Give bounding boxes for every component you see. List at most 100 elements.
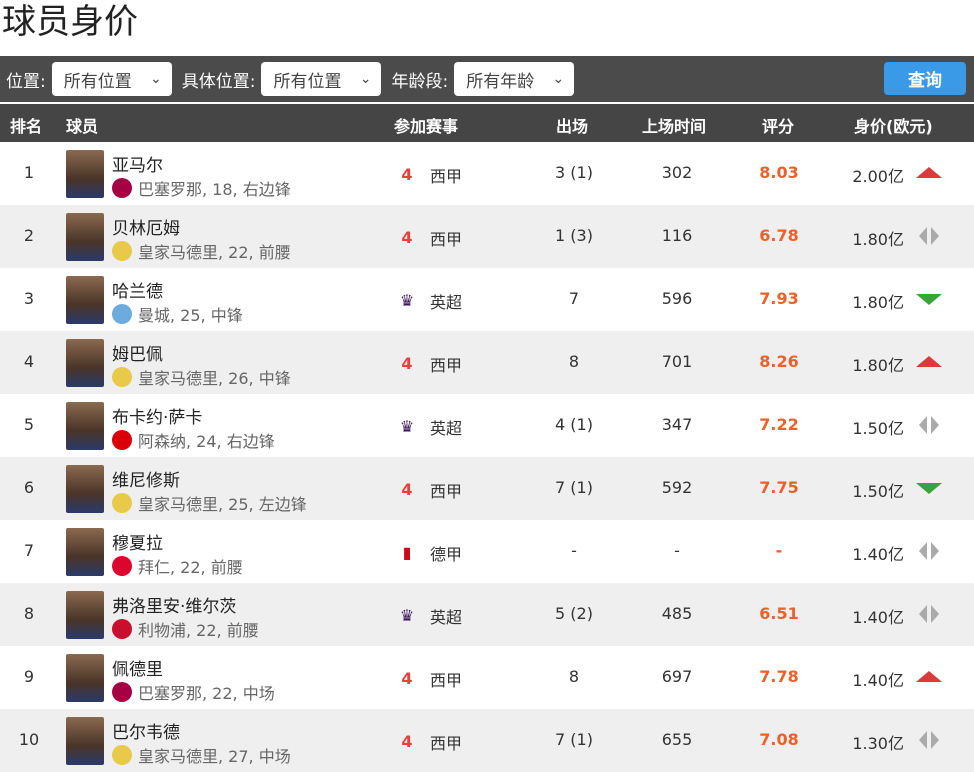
player-avatar[interactable]	[66, 528, 104, 576]
appearances: 1 (3)	[555, 226, 593, 245]
trend-down-icon	[916, 294, 942, 305]
player-avatar[interactable]	[66, 276, 104, 324]
appearances: 8	[568, 352, 580, 371]
league-name: 西甲	[430, 482, 463, 501]
chevron-down-icon: ⌄	[359, 71, 372, 87]
barcelona-badge-icon	[112, 178, 132, 198]
league-name: 西甲	[430, 230, 463, 249]
table-row[interactable]: 6 维尼修斯 皇家马德里, 25, 左边锋 4 西甲 7 (1) 592 7.7…	[0, 457, 974, 520]
club-info: 巴塞罗那, 18, 右边锋	[112, 176, 291, 200]
market-value: 1.80亿	[852, 356, 904, 375]
trend-flat-icon	[919, 416, 939, 434]
player-name[interactable]: 布卡约·萨卡	[112, 408, 203, 428]
trend-flat-icon	[919, 605, 939, 623]
search-button[interactable]: 查询	[884, 62, 966, 95]
detail-position-value: 所有位置	[273, 71, 342, 92]
league-name: 英超	[430, 293, 463, 312]
league-name: 西甲	[430, 356, 463, 375]
header-player[interactable]: 球员	[66, 117, 99, 136]
rating: 7.22	[759, 415, 799, 434]
premier-league-logo-icon: ♛	[399, 290, 415, 310]
minutes: 701	[661, 352, 693, 371]
club-text: 皇家马德里, 26, 中锋	[138, 369, 291, 388]
header-league[interactable]: 参加赛事	[394, 117, 459, 136]
rating: -	[775, 541, 783, 560]
minutes: 347	[661, 415, 693, 434]
table-row[interactable]: 3 哈兰德 曼城, 25, 中锋 ♛ 英超 7 596 7.93 1.80亿	[0, 268, 974, 331]
appearances: 8	[568, 667, 580, 686]
table-row[interactable]: 5 布卡约·萨卡 阿森纳, 24, 右边锋 ♛ 英超 4 (1) 347 7.2…	[0, 394, 974, 457]
club-info: 曼城, 25, 中锋	[112, 302, 243, 326]
minutes: 485	[661, 604, 693, 623]
rank: 3	[23, 289, 35, 308]
league-name: 英超	[430, 608, 463, 627]
arsenal-badge-icon	[112, 430, 132, 450]
bundesliga-logo-icon: ▮	[402, 542, 412, 562]
header-apps[interactable]: 出场	[556, 117, 589, 136]
minutes: 697	[661, 667, 693, 686]
rank: 8	[23, 604, 35, 623]
player-name[interactable]: 弗洛里安·维尔茨	[112, 597, 237, 617]
detail-position-label: 具体位置:	[181, 71, 256, 92]
rating: 7.75	[759, 478, 799, 497]
club-text: 巴塞罗那, 22, 中场	[138, 684, 275, 703]
player-avatar[interactable]	[66, 465, 104, 513]
laliga-logo-icon: 4	[401, 668, 413, 688]
minutes: -	[674, 541, 680, 560]
trend-up-icon	[916, 671, 942, 682]
trend-flat-icon	[919, 731, 939, 749]
club-text: 利物浦, 22, 前腰	[138, 621, 259, 640]
player-name[interactable]: 维尼修斯	[112, 471, 180, 491]
player-avatar[interactable]	[66, 654, 104, 702]
appearances: -	[571, 541, 577, 560]
league-name: 英超	[430, 419, 463, 438]
table-row[interactable]: 1 亚马尔 巴塞罗那, 18, 右边锋 4 西甲 3 (1) 302 8.03 …	[0, 142, 974, 205]
laliga-logo-icon: 4	[401, 479, 413, 499]
laliga-logo-icon: 4	[401, 227, 413, 247]
player-name[interactable]: 穆夏拉	[112, 534, 163, 554]
club-text: 皇家马德里, 25, 左边锋	[138, 495, 307, 514]
table-row[interactable]: 2 贝林厄姆 皇家马德里, 22, 前腰 4 西甲 1 (3) 116 6.78…	[0, 205, 974, 268]
player-avatar[interactable]	[66, 213, 104, 261]
player-avatar[interactable]	[66, 339, 104, 387]
table-row[interactable]: 4 姆巴佩 皇家马德里, 26, 中锋 4 西甲 8 701 8.26 1.80…	[0, 331, 974, 394]
table-row[interactable]: 10 巴尔韦德 皇家马德里, 27, 中场 4 西甲 7 (1) 655 7.0…	[0, 709, 974, 772]
appearances: 7 (1)	[555, 730, 593, 749]
trend-up-icon	[916, 167, 942, 178]
player-name[interactable]: 亚马尔	[112, 156, 163, 176]
header-minutes[interactable]: 上场时间	[642, 117, 707, 136]
market-value: 2.00亿	[852, 167, 904, 186]
club-info: 皇家马德里, 25, 左边锋	[112, 491, 307, 515]
player-name[interactable]: 佩德里	[112, 660, 163, 680]
age-select[interactable]: 所有年龄 ⌄	[454, 62, 575, 96]
detail-position-select[interactable]: 所有位置 ⌄	[261, 62, 382, 96]
real-madrid-badge-icon	[112, 745, 132, 765]
club-text: 阿森纳, 24, 右边锋	[138, 432, 275, 451]
club-text: 皇家马德里, 22, 前腰	[138, 243, 291, 262]
real-madrid-badge-icon	[112, 493, 132, 513]
rank: 5	[23, 415, 35, 434]
table-row[interactable]: 9 佩德里 巴塞罗那, 22, 中场 4 西甲 8 697 7.78 1.40亿	[0, 646, 974, 709]
player-name[interactable]: 贝林厄姆	[112, 219, 180, 239]
header-rank[interactable]: 排名	[10, 117, 43, 136]
table-row[interactable]: 7 穆夏拉 拜仁, 22, 前腰 ▮ 德甲 - - - 1.40亿	[0, 520, 974, 583]
player-avatar[interactable]	[66, 150, 104, 198]
player-name[interactable]: 哈兰德	[112, 282, 163, 302]
market-value: 1.80亿	[852, 230, 904, 249]
league-name: 西甲	[430, 734, 463, 753]
rank: 6	[23, 478, 35, 497]
player-avatar[interactable]	[66, 402, 104, 450]
position-select[interactable]: 所有位置 ⌄	[51, 62, 172, 96]
player-avatar[interactable]	[66, 717, 104, 765]
club-text: 皇家马德里, 27, 中场	[138, 747, 291, 766]
minutes: 116	[661, 226, 693, 245]
player-avatar[interactable]	[66, 591, 104, 639]
club-text: 拜仁, 22, 前腰	[138, 558, 243, 577]
header-value[interactable]: 身价(欧元)	[854, 117, 933, 136]
trend-flat-icon	[919, 542, 939, 560]
player-name[interactable]: 巴尔韦德	[112, 723, 180, 743]
player-name[interactable]: 姆巴佩	[112, 345, 163, 365]
league-name: 西甲	[430, 167, 463, 186]
header-rating[interactable]: 评分	[762, 117, 795, 136]
table-row[interactable]: 8 弗洛里安·维尔茨 利物浦, 22, 前腰 ♛ 英超 5 (2) 485 6.…	[0, 583, 974, 646]
